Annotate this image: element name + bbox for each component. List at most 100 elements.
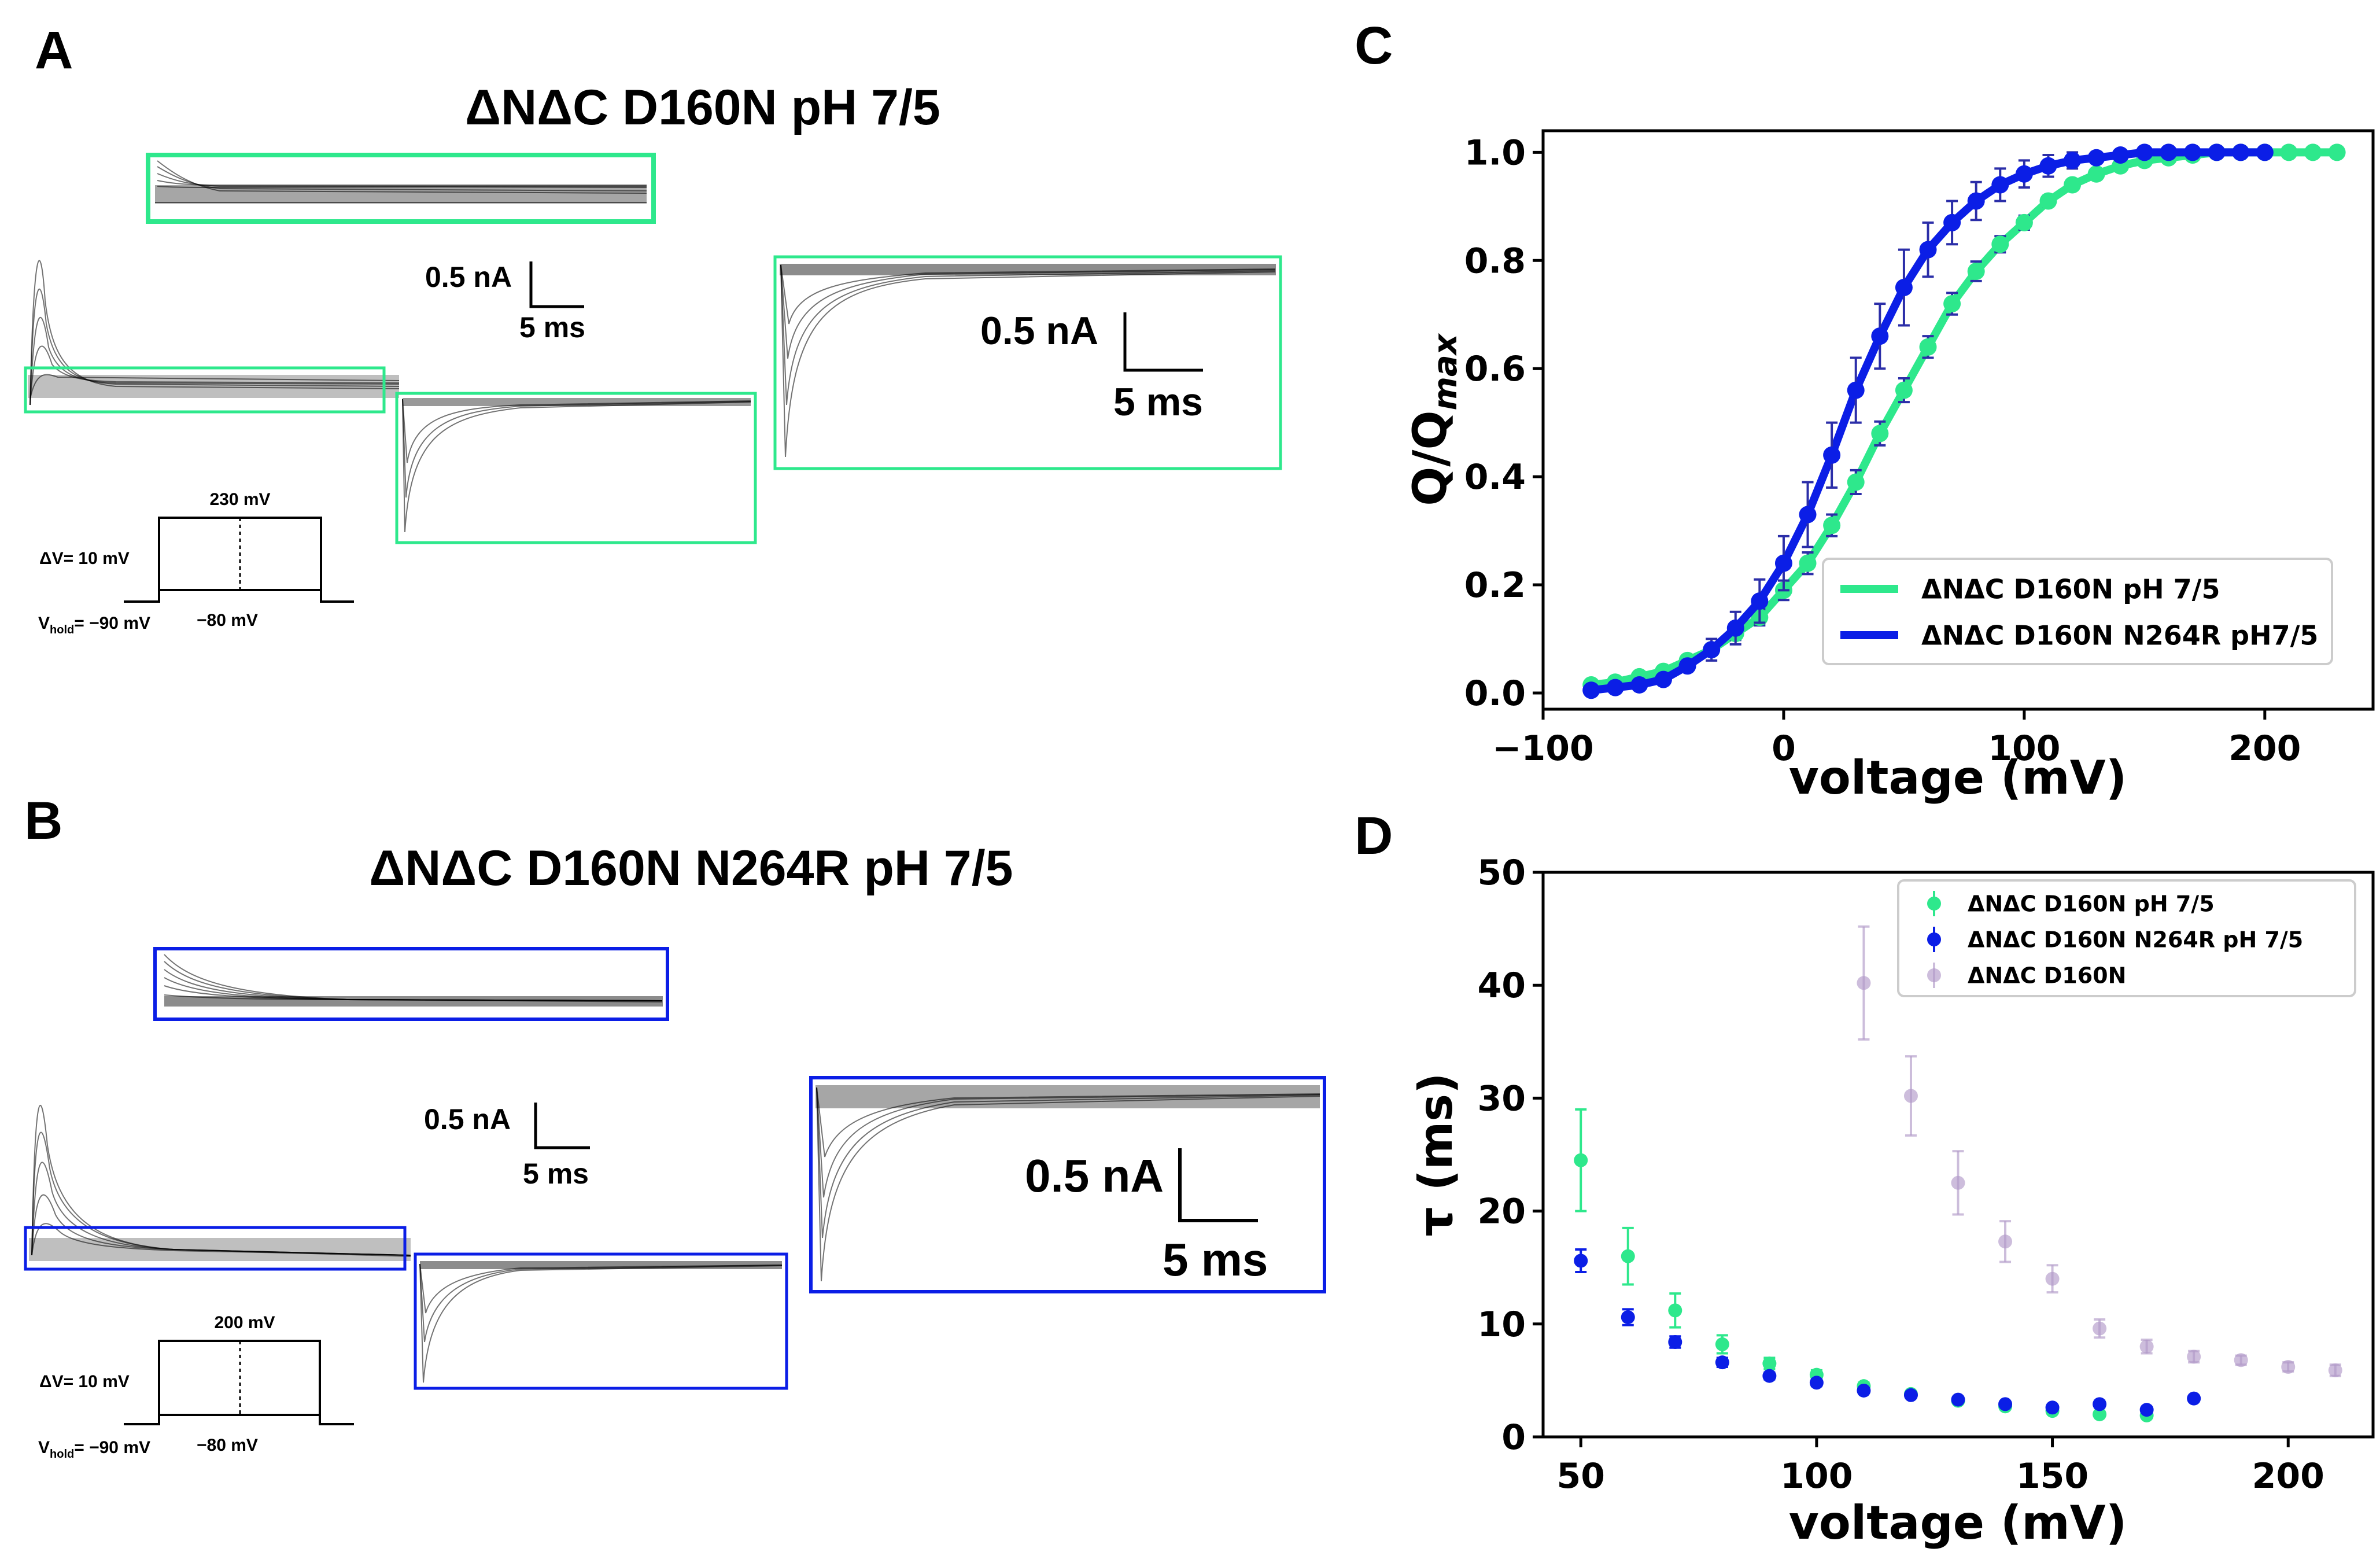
chart-d-xtick-label: 100 [1780, 1456, 1853, 1496]
chart-d-point [1668, 1335, 1682, 1350]
panel-b-traces-full [29, 1104, 411, 1261]
panel-label-b: B [24, 791, 62, 850]
panel-b-scale-time: 5 ms [523, 1157, 589, 1190]
chart-c-xtick-label: −100 [1492, 728, 1594, 769]
chart-c-point [2280, 143, 2298, 161]
panel-a-zoom-box-mid [395, 392, 757, 544]
chart-c-point [2039, 157, 2057, 175]
chart-c-xtick-label: 0 [1772, 728, 1796, 769]
chart-d-legend-label: ΔNΔC D160N N264R pH 7/5 [1968, 927, 2303, 953]
chart-d-point [1903, 1089, 1918, 1103]
chart-c-point [2184, 143, 2202, 161]
chart-d-point [2281, 1359, 2296, 1374]
chart-c-point [1991, 235, 2009, 253]
chart-c-point [2232, 143, 2250, 161]
chart-c-ylabel: Q/Qmax [1403, 333, 1464, 506]
chart-c-point [1895, 279, 1913, 297]
panel-a-protocol-hold: Vhold= −90 mV [38, 614, 150, 636]
chart-c-point [1823, 446, 1841, 464]
panel-a-protocol-post: −80 mV [197, 611, 258, 630]
panel-a-traces-full [28, 260, 400, 406]
chart-c-point [2039, 192, 2057, 210]
chart-c-point [1799, 554, 1817, 572]
panel-b-scale-current: 0.5 nA [424, 1103, 511, 1136]
chart-c-point [1847, 381, 1865, 399]
panel-b-traces-right [816, 1085, 1320, 1282]
chart-c-legend-label: ΔNΔC D160N pH 7/5 [1921, 574, 2220, 605]
chart-c-xtick-label: 200 [2228, 728, 2301, 769]
chart-d-point [2187, 1350, 2201, 1364]
panel-a-scale-current-large: 0.5 nA [980, 309, 1098, 353]
chart-d-legend-label: ΔNΔC D160N pH 7/5 [1968, 891, 2215, 917]
chart-c-point [2135, 143, 2153, 161]
panel-a-traces-right [780, 264, 1276, 458]
panel-b-protocol-step: ΔV= 10 mV [39, 1372, 130, 1391]
panel-b-protocol-top: 200 mV [214, 1313, 275, 1332]
chart-c-point [2208, 143, 2226, 161]
chart-d-point [1809, 1376, 1824, 1390]
chart-d-point [1762, 1356, 1777, 1371]
chart-d-ytick-label: 0 [1501, 1417, 1526, 1458]
chart-c-point [1919, 241, 1937, 259]
chart-c-ytick-label: 0.0 [1464, 673, 1526, 714]
chart-d-xlabel: voltage (mV) [1789, 1496, 2127, 1550]
chart-c-point [1847, 473, 1865, 491]
chart-d-point [1951, 1392, 1965, 1407]
chart-c-ytick-label: 0.6 [1464, 349, 1526, 389]
panel-label-c: C [1355, 16, 1393, 75]
panel-a-scale-time-large: 5 ms [1113, 380, 1203, 424]
chart-d-frame [1541, 871, 2375, 1439]
chart-d-point [1857, 976, 1871, 990]
chart-d-point [2234, 1353, 2248, 1367]
panel-a-zoom-box-left [24, 366, 386, 414]
panel-b-traces-mid [419, 1261, 783, 1383]
panel-label-d: D [1355, 806, 1393, 865]
chart-d-point [1621, 1249, 1635, 1263]
panel-a-scale-bar [529, 261, 584, 308]
chart-d-point [1998, 1397, 2013, 1411]
chart-d-point [1998, 1234, 2013, 1249]
panel-label-a: A [35, 21, 73, 80]
chart-c-point [2064, 176, 2082, 194]
chart-c-point [2160, 143, 2178, 161]
chart-d-point [1857, 1383, 1871, 1398]
panel-a-protocol-step: ΔV= 10 mV [39, 549, 130, 568]
panel-a-protocol: 230 mV ΔV= 10 mV Vhold= −90 mV −80 mV [38, 490, 354, 636]
chart-c-point [1871, 327, 1889, 345]
chart-c-point [2015, 213, 2033, 231]
chart-c-point [1991, 176, 2009, 194]
chart-d-point [2045, 1400, 2060, 1415]
chart-c-point [1606, 679, 1624, 696]
chart-c-xtick-label: 100 [1988, 728, 2060, 769]
panel-a-title: ΔNΔC D160N pH 7/5 [465, 80, 940, 135]
chart-c-point [1871, 425, 1889, 443]
chart-c-point [1967, 262, 1985, 280]
chart-d-point [1574, 1153, 1588, 1167]
chart-c-point [2064, 152, 2082, 169]
chart-d-point [2093, 1397, 2107, 1411]
chart-c: voltage (mV) Q/Qmax −100 0 100 200 0.0 0.2 0.4… [1403, 129, 2375, 805]
chart-d-point [2139, 1403, 2154, 1417]
chart-c-legend-label: ΔNΔC D160N N264R pH7/5 [1921, 620, 2318, 651]
chart-d-xtick-label: 50 [1556, 1456, 1605, 1496]
chart-c-point [2328, 143, 2346, 161]
chart-d-ytick-label: 40 [1478, 965, 1526, 1006]
panel-b-protocol-post: −80 mV [197, 1436, 258, 1455]
chart-c-point [1726, 619, 1744, 637]
chart-d: voltage (mV) τ (ms) 50 100 150 200 0 10 20 30 40… [1409, 853, 2375, 1550]
panel-a-scale-current: 0.5 nA [425, 261, 512, 293]
chart-d-point [2045, 1271, 2060, 1286]
panel-a-scale-bar-large [1123, 312, 1203, 372]
panel-a-zoom-box-top [146, 153, 656, 224]
chart-c-point [1943, 213, 1961, 231]
chart-c-point [1919, 338, 1937, 356]
chart-d-xtick-label: 200 [2252, 1456, 2324, 1496]
panel-a-zoom-box-right [773, 255, 1282, 470]
chart-c-ytick-label: 1.0 [1464, 132, 1526, 173]
chart-d-point [1715, 1355, 1729, 1370]
chart-d-point [1715, 1337, 1729, 1351]
panel-b-protocol-hold: Vhold= −90 mV [38, 1438, 150, 1461]
chart-d-ytick-label: 10 [1478, 1304, 1526, 1345]
chart-d-point [1903, 1388, 1918, 1402]
